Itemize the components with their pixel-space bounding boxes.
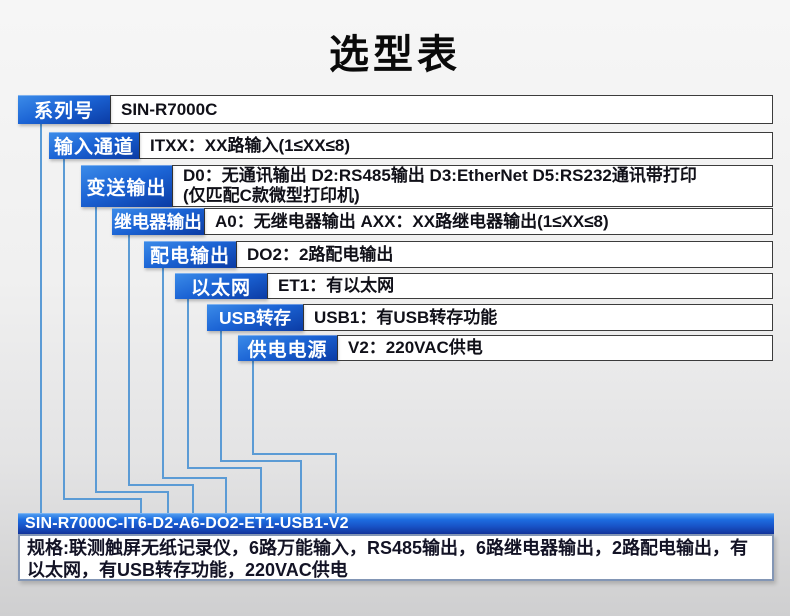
row-content-line1: A0：无继电器输出 AXX：XX路继电器输出(1≤XX≤8) bbox=[215, 211, 609, 231]
connector-segment bbox=[225, 477, 227, 513]
page-title: 选型表 bbox=[329, 33, 461, 77]
connector-segment bbox=[335, 453, 337, 513]
row-label: 以太网 bbox=[175, 273, 267, 299]
row-content: V2：220VAC供电 bbox=[337, 335, 773, 361]
connector-segment bbox=[63, 498, 142, 500]
row-content: DO2：2路配电输出 bbox=[236, 241, 773, 268]
row-label: USB转存 bbox=[207, 304, 303, 331]
row-label: 供电电源 bbox=[238, 335, 337, 361]
connector-segment bbox=[187, 297, 189, 469]
row-content-line1: USB1：有USB转存功能 bbox=[314, 307, 498, 327]
row-label: 继电器输出 bbox=[112, 208, 204, 235]
connector-segment bbox=[40, 122, 42, 513]
connector-segment bbox=[252, 359, 254, 455]
row-label: 配电输出 bbox=[144, 241, 236, 268]
connector-segment bbox=[220, 460, 302, 462]
row-content: D0：无通讯输出 D2:RS485输出 D3:EtherNet D5:RS232… bbox=[172, 165, 773, 207]
row-content-line1: ET1：有以太网 bbox=[278, 276, 395, 295]
connector-segment bbox=[252, 453, 337, 455]
row-content: ET1：有以太网 bbox=[267, 273, 773, 299]
spec-box: 规格:联测触屏无纸记录仪，6路万能输入，RS485输出，6路继电器输出，2路配电… bbox=[18, 534, 774, 581]
row-content: ITXX：XX路输入(1≤XX≤8) bbox=[139, 132, 773, 159]
row-content-line1: D0：无通讯输出 D2:RS485输出 D3:EtherNet D5:RS232… bbox=[183, 166, 697, 185]
connector-segment bbox=[162, 266, 164, 479]
model-code-text: SIN-R7000C-IT6-D2-A6-DO2-ET1-USB1-V2 bbox=[25, 515, 349, 532]
connector-segment bbox=[128, 233, 130, 486]
row-content: USB1：有USB转存功能 bbox=[303, 304, 773, 331]
spec-text: 规格:联测触屏无纸记录仪，6路万能输入，RS485输出，6路继电器输出，2路配电… bbox=[27, 538, 749, 580]
model-code-bar: SIN-R7000C-IT6-D2-A6-DO2-ET1-USB1-V2 bbox=[18, 513, 774, 534]
connector-segment bbox=[140, 498, 142, 513]
row-content: A0：无继电器输出 AXX：XX路继电器输出(1≤XX≤8) bbox=[204, 208, 773, 235]
connector-segment bbox=[128, 484, 194, 486]
connector-segment bbox=[300, 460, 302, 513]
row-content-line1: SIN-R7000C bbox=[121, 99, 218, 119]
row-content-line1: DO2：2路配电输出 bbox=[247, 244, 394, 264]
connector-segment bbox=[162, 477, 227, 479]
connector-segment bbox=[95, 491, 169, 493]
connector-segment bbox=[167, 491, 169, 513]
connector-segment bbox=[187, 467, 262, 469]
row-label: 系列号 bbox=[18, 95, 110, 124]
row-content-line1: ITXX：XX路输入(1≤XX≤8) bbox=[150, 135, 351, 155]
row-content: SIN-R7000C bbox=[110, 95, 773, 124]
row-label: 变送输出 bbox=[81, 165, 172, 207]
connector-segment bbox=[220, 329, 222, 462]
row-content-line2: (仅匹配C款微型打印机) bbox=[183, 186, 360, 205]
row-content-line1: V2：220VAC供电 bbox=[348, 338, 483, 357]
row-label: 输入通道 bbox=[49, 132, 139, 159]
connector-segment bbox=[192, 484, 194, 513]
connector-segment bbox=[260, 467, 262, 513]
connector-segment bbox=[95, 205, 97, 493]
connector-segment bbox=[63, 157, 65, 500]
